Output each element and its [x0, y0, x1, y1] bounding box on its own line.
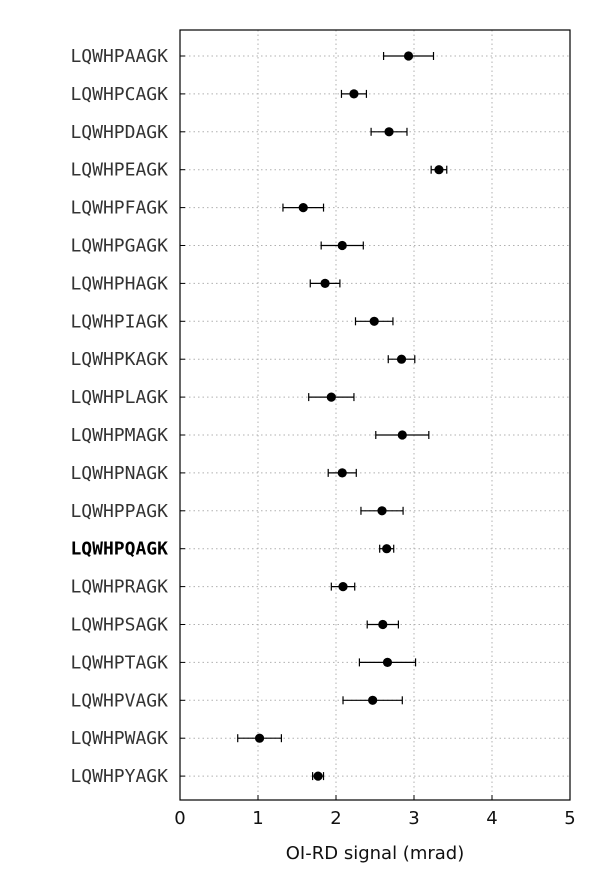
- x-axis-title: OI-RD signal (mrad): [286, 843, 464, 864]
- data-point: [382, 657, 393, 668]
- data-point: [369, 316, 379, 326]
- data-point: [397, 430, 407, 440]
- category-label: LQWHPPAGK: [70, 501, 168, 522]
- category-label: LQWHPNAGK: [70, 463, 168, 484]
- x-tick-labels: 0 1 2 3 4 5: [174, 808, 575, 829]
- category-label: LQWHPGAGK: [70, 236, 168, 257]
- category-label: LQWHPFAGK: [70, 198, 168, 219]
- error-bars: [237, 52, 448, 781]
- x-tick-label: 1: [252, 808, 263, 829]
- category-label: LQWHPYAGK: [70, 766, 168, 787]
- category-labels: LQWHPAAGK LQWHPCAGK LQWHPDAGK LQWHPEAGK LQWH…: [70, 46, 168, 787]
- grid-lines: [179, 30, 571, 800]
- plot-frame: [179, 29, 571, 801]
- data-point: [382, 544, 392, 554]
- data-points: [254, 51, 444, 781]
- data-point: [313, 771, 323, 781]
- data-point: [337, 468, 347, 478]
- category-label: LQWHPQAGK: [70, 539, 168, 560]
- x-tick-label: 3: [408, 808, 419, 829]
- x-tick-label: 4: [486, 808, 497, 829]
- data-point: [368, 695, 378, 705]
- data-point: [434, 165, 444, 175]
- category-label: LQWHPKAGK: [70, 349, 168, 370]
- data-point: [320, 278, 330, 288]
- data-point: [338, 582, 348, 592]
- data-point: [377, 506, 387, 516]
- category-label: LQWHPAAGK: [70, 46, 168, 67]
- data-point: [254, 733, 265, 743]
- category-label: LQWHPHAGK: [70, 273, 168, 294]
- category-label: LQWHPTAGK: [70, 652, 168, 673]
- x-tick-label: 5: [564, 808, 575, 829]
- category-label: LQWHPDAGK: [70, 122, 168, 143]
- category-label: LQWHPMAGK: [70, 425, 168, 446]
- x-tick-label: 0: [174, 808, 185, 829]
- category-label: LQWHPEAGK: [70, 160, 168, 181]
- x-tick-label: 2: [330, 808, 341, 829]
- category-label: LQWHPLAGK: [70, 387, 168, 408]
- data-point: [326, 392, 336, 402]
- category-label: LQWHPCAGK: [70, 84, 168, 105]
- category-label: LQWHPWAGK: [70, 728, 168, 749]
- data-point: [403, 51, 414, 61]
- data-point: [337, 240, 347, 251]
- category-label: LQWHPVAGK: [70, 690, 168, 711]
- data-point: [396, 354, 407, 364]
- category-label: LQWHPRAGK: [70, 577, 168, 598]
- data-point: [384, 127, 394, 137]
- data-point: [378, 619, 388, 630]
- category-label: LQWHPSAGK: [70, 615, 168, 636]
- category-label: LQWHPIAGK: [70, 311, 168, 332]
- data-point: [298, 203, 308, 213]
- data-point: [349, 89, 359, 99]
